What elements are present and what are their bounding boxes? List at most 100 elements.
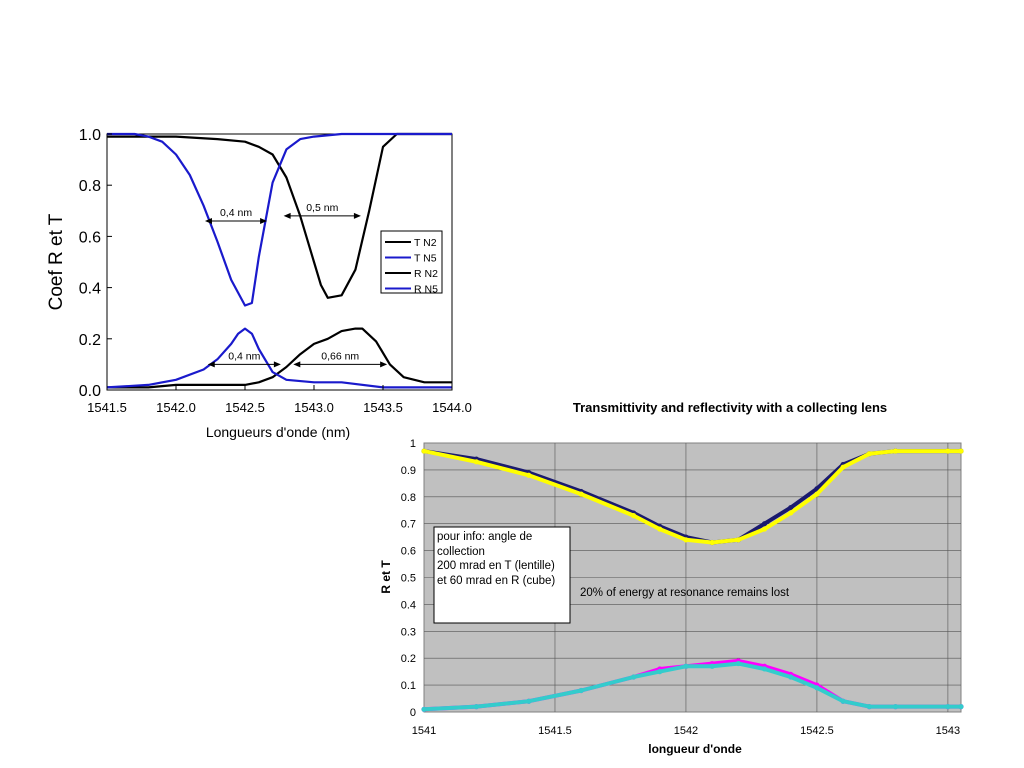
chart-2-info-box: pour info: angle de collection 200 mrad …: [433, 526, 571, 624]
annotation-arrowhead: [380, 361, 388, 368]
series-1-point: [892, 448, 899, 454]
series-3-point: [958, 704, 964, 710]
x-tick-label: 1544.0: [432, 400, 472, 415]
series-1-point: [578, 491, 584, 497]
chart-1-annotations: 0,4 nm 0,5 nm 0,4 nm 0,66 nm: [204, 202, 388, 368]
chart-1-legend: T N2 T N5 R N2 R N5: [380, 230, 443, 296]
y-tick-label: 0.5: [401, 573, 416, 585]
info-box-frame: [433, 526, 571, 624]
series-1-point: [866, 451, 872, 457]
chart-2-x-axis-label: longueur d'onde: [648, 742, 742, 756]
series-3-point: [892, 704, 899, 710]
annotation-arrowhead: [273, 361, 281, 368]
series-1-point: [958, 448, 964, 454]
series-3-point: [761, 666, 768, 672]
series-1-point: [761, 526, 768, 532]
series-1-point: [945, 448, 951, 454]
y-tick-label: 0.0: [79, 383, 101, 400]
chart-2-series: [421, 448, 964, 712]
info-box-line: et 60 mrad en R (cube): [437, 575, 555, 587]
legend-label: R N5: [414, 284, 438, 296]
annotation-arrowhead: [353, 212, 361, 219]
x-tick-label: 1542.0: [156, 400, 196, 415]
chart-1: 1541.5 1542.0 1542.5 1543.0 1543.5 1544.0 0.0 0…: [46, 127, 472, 440]
series-line-r-n5: [106, 327, 452, 389]
y-tick-label: 1: [410, 438, 416, 450]
x-tick-label: 1542: [674, 725, 698, 737]
x-tick-label: 1543.0: [294, 400, 334, 415]
x-tick-label: 1543.5: [363, 400, 403, 415]
series-0-point: [761, 521, 768, 527]
y-tick-label: 0.6: [401, 546, 416, 558]
series-3-point: [788, 674, 794, 680]
series-1-point: [788, 510, 794, 516]
series-line-t-n5: [107, 132, 452, 307]
info-box-line: pour info: angle de: [437, 531, 532, 543]
series-1-point: [709, 539, 715, 546]
chart-2: Transmittivity and reflectivity with a c…: [379, 400, 964, 756]
series-3-point: [840, 698, 846, 704]
x-tick-label: 1542.5: [225, 400, 265, 415]
chart-1-series: [106, 132, 452, 389]
series-3-point: [657, 669, 663, 675]
chart-1-ticks: 1541.5 1542.0 1542.5 1543.0 1543.5 1544.0 0.0 0…: [79, 127, 472, 415]
series-3-point: [473, 704, 479, 710]
series-1-point: [421, 448, 427, 454]
series-3-point: [683, 663, 689, 669]
chart-2-title: Transmittivity and reflectivity with a c…: [573, 400, 887, 415]
series-1-point: [814, 491, 820, 497]
annotation-label: 0,4 nm: [220, 207, 252, 219]
annotation-arrowhead: [283, 212, 291, 219]
info-box-line: 200 mrad en T (lentille): [437, 560, 555, 572]
chart-2-note: 20% of energy at resonance remains lost: [580, 587, 790, 599]
annotation-label: 0,66 nm: [321, 350, 359, 362]
info-box-line: collection: [437, 546, 485, 558]
chart-2-y-axis-label: R et T: [379, 560, 393, 594]
y-tick-label: 0: [410, 707, 416, 719]
y-tick-label: 0.7: [401, 519, 416, 531]
chart-1-y-axis-label: Coef R et T: [46, 213, 67, 310]
y-tick-label: 0.8: [79, 178, 101, 195]
series-3-point: [709, 663, 715, 669]
series-3-point: [866, 704, 872, 710]
y-tick-label: 0.9: [401, 465, 416, 477]
x-tick-label: 1541.5: [87, 400, 127, 415]
legend-label: R N2: [414, 268, 438, 280]
series-line-r-n2: [107, 327, 452, 389]
series-3-point: [578, 687, 584, 694]
y-tick-label: 0.2: [79, 332, 101, 349]
y-tick-label: 0.1: [401, 680, 416, 692]
y-tick-label: 0.4: [401, 599, 416, 611]
series-3-point: [526, 698, 532, 704]
annotation-label: 0,4 nm: [228, 350, 260, 362]
x-tick-label: 1541: [412, 725, 436, 737]
y-tick-label: 0.2: [401, 653, 416, 665]
annotation-arrowhead: [207, 361, 215, 368]
y-tick-label: 0.4: [79, 281, 101, 298]
series-1-point: [683, 537, 689, 543]
y-tick-label: 0.6: [79, 229, 101, 246]
annotation-arrowhead: [204, 218, 212, 225]
series-1-point: [657, 526, 663, 532]
y-tick-label: 0.8: [401, 492, 416, 504]
series-3-point: [814, 685, 820, 691]
y-tick-label: 0.3: [401, 626, 416, 638]
annotation-label: 0,5 nm: [306, 202, 338, 214]
series-line-t-n2: [107, 132, 452, 299]
series-1-point: [840, 464, 846, 470]
x-tick-label: 1542.5: [800, 725, 834, 737]
x-tick-label: 1541.5: [538, 725, 572, 737]
series-1-point: [630, 513, 637, 519]
series-0-point: [788, 504, 794, 511]
series-1-point: [526, 472, 532, 478]
legend-label: T N2: [414, 237, 437, 249]
chart-2-ticks: 0 0.1 0.2 0.3 0.4 0.5 0.6 0.7 0.8 0.9 1 1541 1541.5 1…: [401, 438, 960, 737]
series-3-point: [945, 704, 951, 710]
series-3-point: [421, 706, 427, 712]
annotation-arrowhead: [293, 361, 301, 368]
series-1-point: [473, 459, 479, 465]
y-tick-label: 1.0: [79, 127, 101, 144]
x-tick-label: 1543: [936, 725, 960, 737]
chart-1-x-axis-label: Longueurs d'onde (nm): [206, 424, 350, 440]
